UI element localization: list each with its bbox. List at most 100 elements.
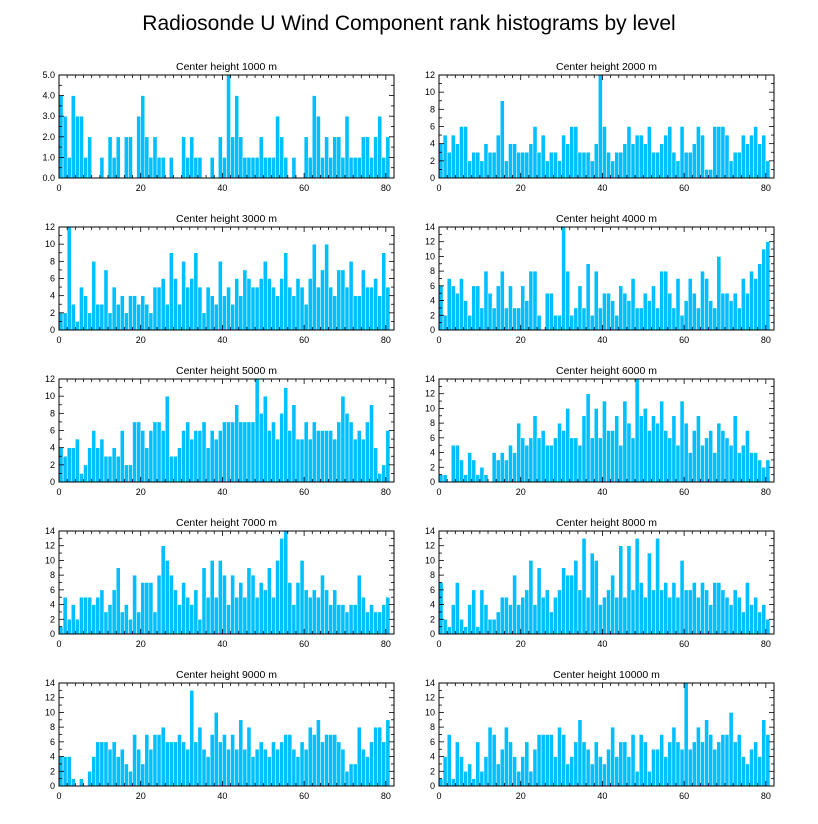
histogram-bar <box>487 292 493 331</box>
histogram-bar <box>144 304 150 331</box>
histogram-bar <box>295 278 301 331</box>
histogram-bar <box>614 756 620 787</box>
histogram-bar <box>340 748 346 787</box>
histogram-bar <box>111 447 117 483</box>
histogram-bar <box>197 157 203 179</box>
histogram-bar <box>156 421 162 483</box>
y-tick-label: 3.0 <box>42 111 55 121</box>
histogram-bar <box>344 286 350 331</box>
histogram-bar <box>66 226 72 331</box>
histogram-bar <box>495 285 501 331</box>
histogram-bar <box>630 437 636 483</box>
histogram-bar <box>549 292 554 331</box>
histogram-bar <box>655 152 660 179</box>
histogram-bar <box>271 596 276 635</box>
histogram-bar <box>736 307 742 331</box>
histogram-bar <box>553 756 558 787</box>
histogram-bar <box>95 596 101 635</box>
histogram-bar <box>189 690 195 787</box>
histogram-bar <box>655 307 660 331</box>
histogram-bar <box>618 444 624 483</box>
histogram-bar <box>173 589 178 635</box>
histogram-bar <box>455 444 460 483</box>
histogram-bar <box>164 560 170 635</box>
histogram-bar <box>58 626 64 635</box>
histogram-bar <box>79 286 84 331</box>
histogram-bar <box>303 421 309 483</box>
histogram-bar <box>475 152 481 179</box>
panel-title: Center height 8000 m <box>556 517 657 529</box>
x-tick-label: 80 <box>381 335 391 345</box>
histogram-bar <box>107 136 113 179</box>
histogram-bar <box>683 682 689 787</box>
histogram-bar <box>704 719 709 787</box>
histogram-bar <box>708 734 713 787</box>
histogram-bar <box>344 611 350 635</box>
histogram-bar <box>655 422 660 483</box>
histogram-bar <box>626 545 632 635</box>
histogram-bar <box>471 778 477 787</box>
y-tick-label: 14 <box>425 374 435 384</box>
histogram-bar <box>336 741 342 787</box>
histogram-bar <box>504 596 509 635</box>
histogram-bar <box>328 430 333 483</box>
histogram-bar <box>467 604 472 635</box>
histogram-bar <box>683 152 689 179</box>
histogram-bar <box>279 278 284 331</box>
histogram-bar <box>242 748 248 787</box>
x-tick-label: 40 <box>217 487 227 497</box>
histogram-bar <box>242 157 248 179</box>
panel-title: Center height 5000 m <box>176 365 277 377</box>
histogram-bar <box>365 136 370 179</box>
histogram-bar <box>561 567 566 635</box>
histogram-bar <box>303 589 309 635</box>
y-tick-label: 12 <box>45 222 55 232</box>
histogram-bar <box>557 589 562 635</box>
histogram-bar <box>528 771 534 787</box>
histogram-bar <box>87 596 92 635</box>
histogram-panel: Center height 6000 m 0 20 40 60 80 0 2 4 6 8 10 12 14 <box>425 365 775 497</box>
y-tick-label: 6 <box>50 585 55 595</box>
histogram-bar <box>749 604 754 635</box>
y-tick-label: 8 <box>50 570 55 580</box>
histogram-bar <box>316 596 321 635</box>
histogram-bar <box>479 307 485 331</box>
histogram-bar <box>634 538 640 635</box>
histogram-bar <box>369 604 374 635</box>
histogram-bar <box>553 315 558 331</box>
histogram-bar <box>683 300 689 331</box>
histogram-bar <box>246 157 252 179</box>
histogram-bar <box>75 115 80 179</box>
x-tick-label: 60 <box>679 639 689 649</box>
histogram-bar <box>581 307 587 331</box>
histogram-bar <box>696 307 701 331</box>
histogram-bar <box>136 611 141 635</box>
histogram-bar <box>532 126 538 179</box>
histogram-bar <box>516 604 521 635</box>
histogram-panel: Center height 5000 m 0 20 40 60 80 0 2 4 6 8 10 12 <box>45 365 395 497</box>
histogram-bar <box>356 726 362 787</box>
histogram-bar <box>732 152 738 179</box>
histogram-bar <box>218 261 223 331</box>
histogram-bar <box>736 596 742 635</box>
histogram-bar <box>614 152 620 179</box>
histogram-bar <box>724 292 730 331</box>
y-tick-label: 14 <box>45 678 55 688</box>
y-tick-label: 6 <box>430 281 435 291</box>
histogram-bar <box>663 270 669 331</box>
histogram-bar <box>479 589 485 635</box>
histogram-bar <box>634 134 640 179</box>
histogram-bar <box>557 160 562 179</box>
histogram-bar <box>320 157 325 179</box>
y-tick-label: 8 <box>50 256 55 266</box>
histogram-bar <box>107 604 113 635</box>
histogram-bar <box>630 734 636 787</box>
histogram-bar <box>504 307 509 331</box>
histogram-bar <box>487 619 493 635</box>
histogram-bar <box>213 596 219 635</box>
histogram-bar <box>189 438 195 483</box>
x-tick-label: 80 <box>381 183 391 193</box>
histogram-bar <box>381 252 387 331</box>
histogram-bar <box>581 741 587 787</box>
histogram-bar <box>585 596 591 635</box>
